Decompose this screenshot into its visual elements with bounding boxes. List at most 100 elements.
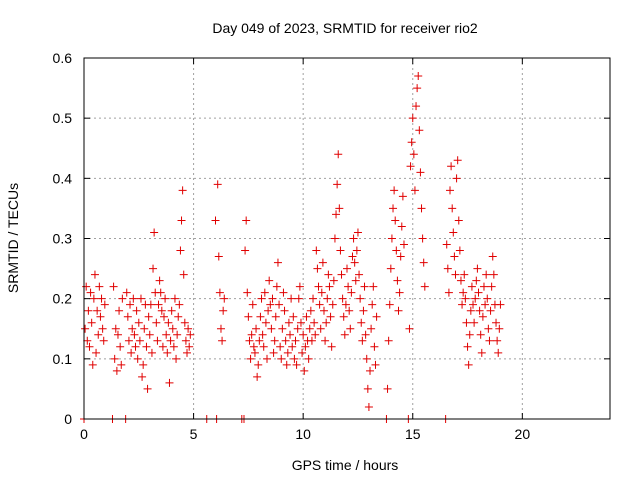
data-point bbox=[133, 354, 142, 363]
data-point bbox=[263, 354, 272, 363]
data-point bbox=[392, 246, 401, 255]
data-point bbox=[216, 324, 225, 333]
data-point bbox=[292, 360, 301, 369]
data-point bbox=[97, 294, 106, 303]
y-tick-label: 0.2 bbox=[53, 291, 73, 307]
data-point bbox=[470, 318, 479, 327]
data-point bbox=[170, 294, 179, 303]
data-point bbox=[94, 330, 103, 339]
data-point bbox=[156, 288, 165, 297]
data-point bbox=[255, 336, 264, 345]
data-point bbox=[163, 348, 172, 357]
data-point bbox=[143, 384, 152, 393]
data-point bbox=[452, 174, 461, 183]
data-point bbox=[351, 276, 360, 285]
data-point bbox=[446, 186, 455, 195]
data-point bbox=[333, 180, 342, 189]
data-point bbox=[276, 342, 285, 351]
data-point bbox=[449, 228, 458, 237]
data-point bbox=[111, 324, 120, 333]
data-point bbox=[332, 210, 341, 219]
data-point bbox=[275, 300, 284, 309]
data-point bbox=[145, 330, 154, 339]
y-tick-label: 0.1 bbox=[53, 351, 73, 367]
data-point bbox=[406, 162, 415, 171]
data-point bbox=[267, 324, 276, 333]
data-point bbox=[460, 270, 469, 279]
data-point bbox=[300, 366, 309, 375]
data-point bbox=[453, 156, 462, 165]
data-point bbox=[264, 306, 273, 315]
data-point bbox=[416, 168, 425, 177]
data-point bbox=[278, 324, 287, 333]
data-point bbox=[84, 306, 93, 315]
data-point bbox=[253, 372, 262, 381]
data-point bbox=[252, 324, 261, 333]
data-point bbox=[324, 270, 333, 279]
data-point bbox=[277, 354, 286, 363]
data-point bbox=[350, 258, 359, 267]
data-point bbox=[355, 270, 364, 279]
y-axis-label: SRMTID / TECUs bbox=[5, 183, 21, 293]
data-point bbox=[309, 294, 318, 303]
data-point bbox=[482, 270, 491, 279]
data-point bbox=[318, 258, 327, 267]
data-point bbox=[154, 300, 163, 309]
data-point bbox=[352, 246, 361, 255]
data-point bbox=[176, 246, 185, 255]
data-point bbox=[338, 294, 347, 303]
data-point bbox=[219, 306, 228, 315]
data-point bbox=[164, 318, 173, 327]
data-point bbox=[336, 246, 345, 255]
data-point bbox=[140, 324, 149, 333]
data-point bbox=[476, 330, 485, 339]
data-point bbox=[413, 84, 422, 93]
data-point bbox=[155, 276, 164, 285]
data-point bbox=[467, 282, 476, 291]
data-point bbox=[493, 336, 502, 345]
data-point bbox=[112, 366, 121, 375]
x-tick-label: 5 bbox=[190, 426, 198, 442]
data-point bbox=[161, 294, 170, 303]
data-point bbox=[113, 330, 122, 339]
data-point bbox=[362, 354, 371, 363]
data-point bbox=[322, 318, 331, 327]
data-point bbox=[295, 282, 304, 291]
data-point bbox=[397, 222, 406, 231]
data-point bbox=[283, 348, 292, 357]
data-point bbox=[341, 300, 350, 309]
data-point bbox=[348, 252, 357, 261]
data-point bbox=[398, 192, 407, 201]
data-point bbox=[273, 258, 282, 267]
data-point bbox=[250, 348, 259, 357]
data-point bbox=[124, 336, 133, 345]
data-point bbox=[345, 306, 354, 315]
data-point bbox=[369, 282, 378, 291]
data-point bbox=[135, 336, 144, 345]
data-point bbox=[414, 72, 423, 81]
data-point bbox=[215, 288, 224, 297]
data-point bbox=[465, 330, 474, 339]
data-point bbox=[357, 318, 366, 327]
data-point bbox=[165, 378, 174, 387]
data-point bbox=[420, 282, 429, 291]
data-point bbox=[484, 324, 493, 333]
data-point bbox=[370, 342, 379, 351]
data-point bbox=[261, 318, 270, 327]
data-point bbox=[95, 282, 104, 291]
data-point bbox=[488, 252, 497, 261]
data-point bbox=[385, 300, 394, 309]
data-point bbox=[268, 294, 277, 303]
data-point bbox=[358, 336, 367, 345]
data-point bbox=[293, 324, 302, 333]
data-point bbox=[128, 324, 137, 333]
data-point bbox=[220, 294, 229, 303]
data-point bbox=[153, 336, 162, 345]
data-point bbox=[166, 336, 175, 345]
data-point bbox=[455, 246, 464, 255]
data-point bbox=[335, 204, 344, 213]
data-point bbox=[360, 282, 369, 291]
data-point bbox=[363, 384, 372, 393]
data-point bbox=[469, 300, 478, 309]
data-point bbox=[311, 330, 320, 339]
